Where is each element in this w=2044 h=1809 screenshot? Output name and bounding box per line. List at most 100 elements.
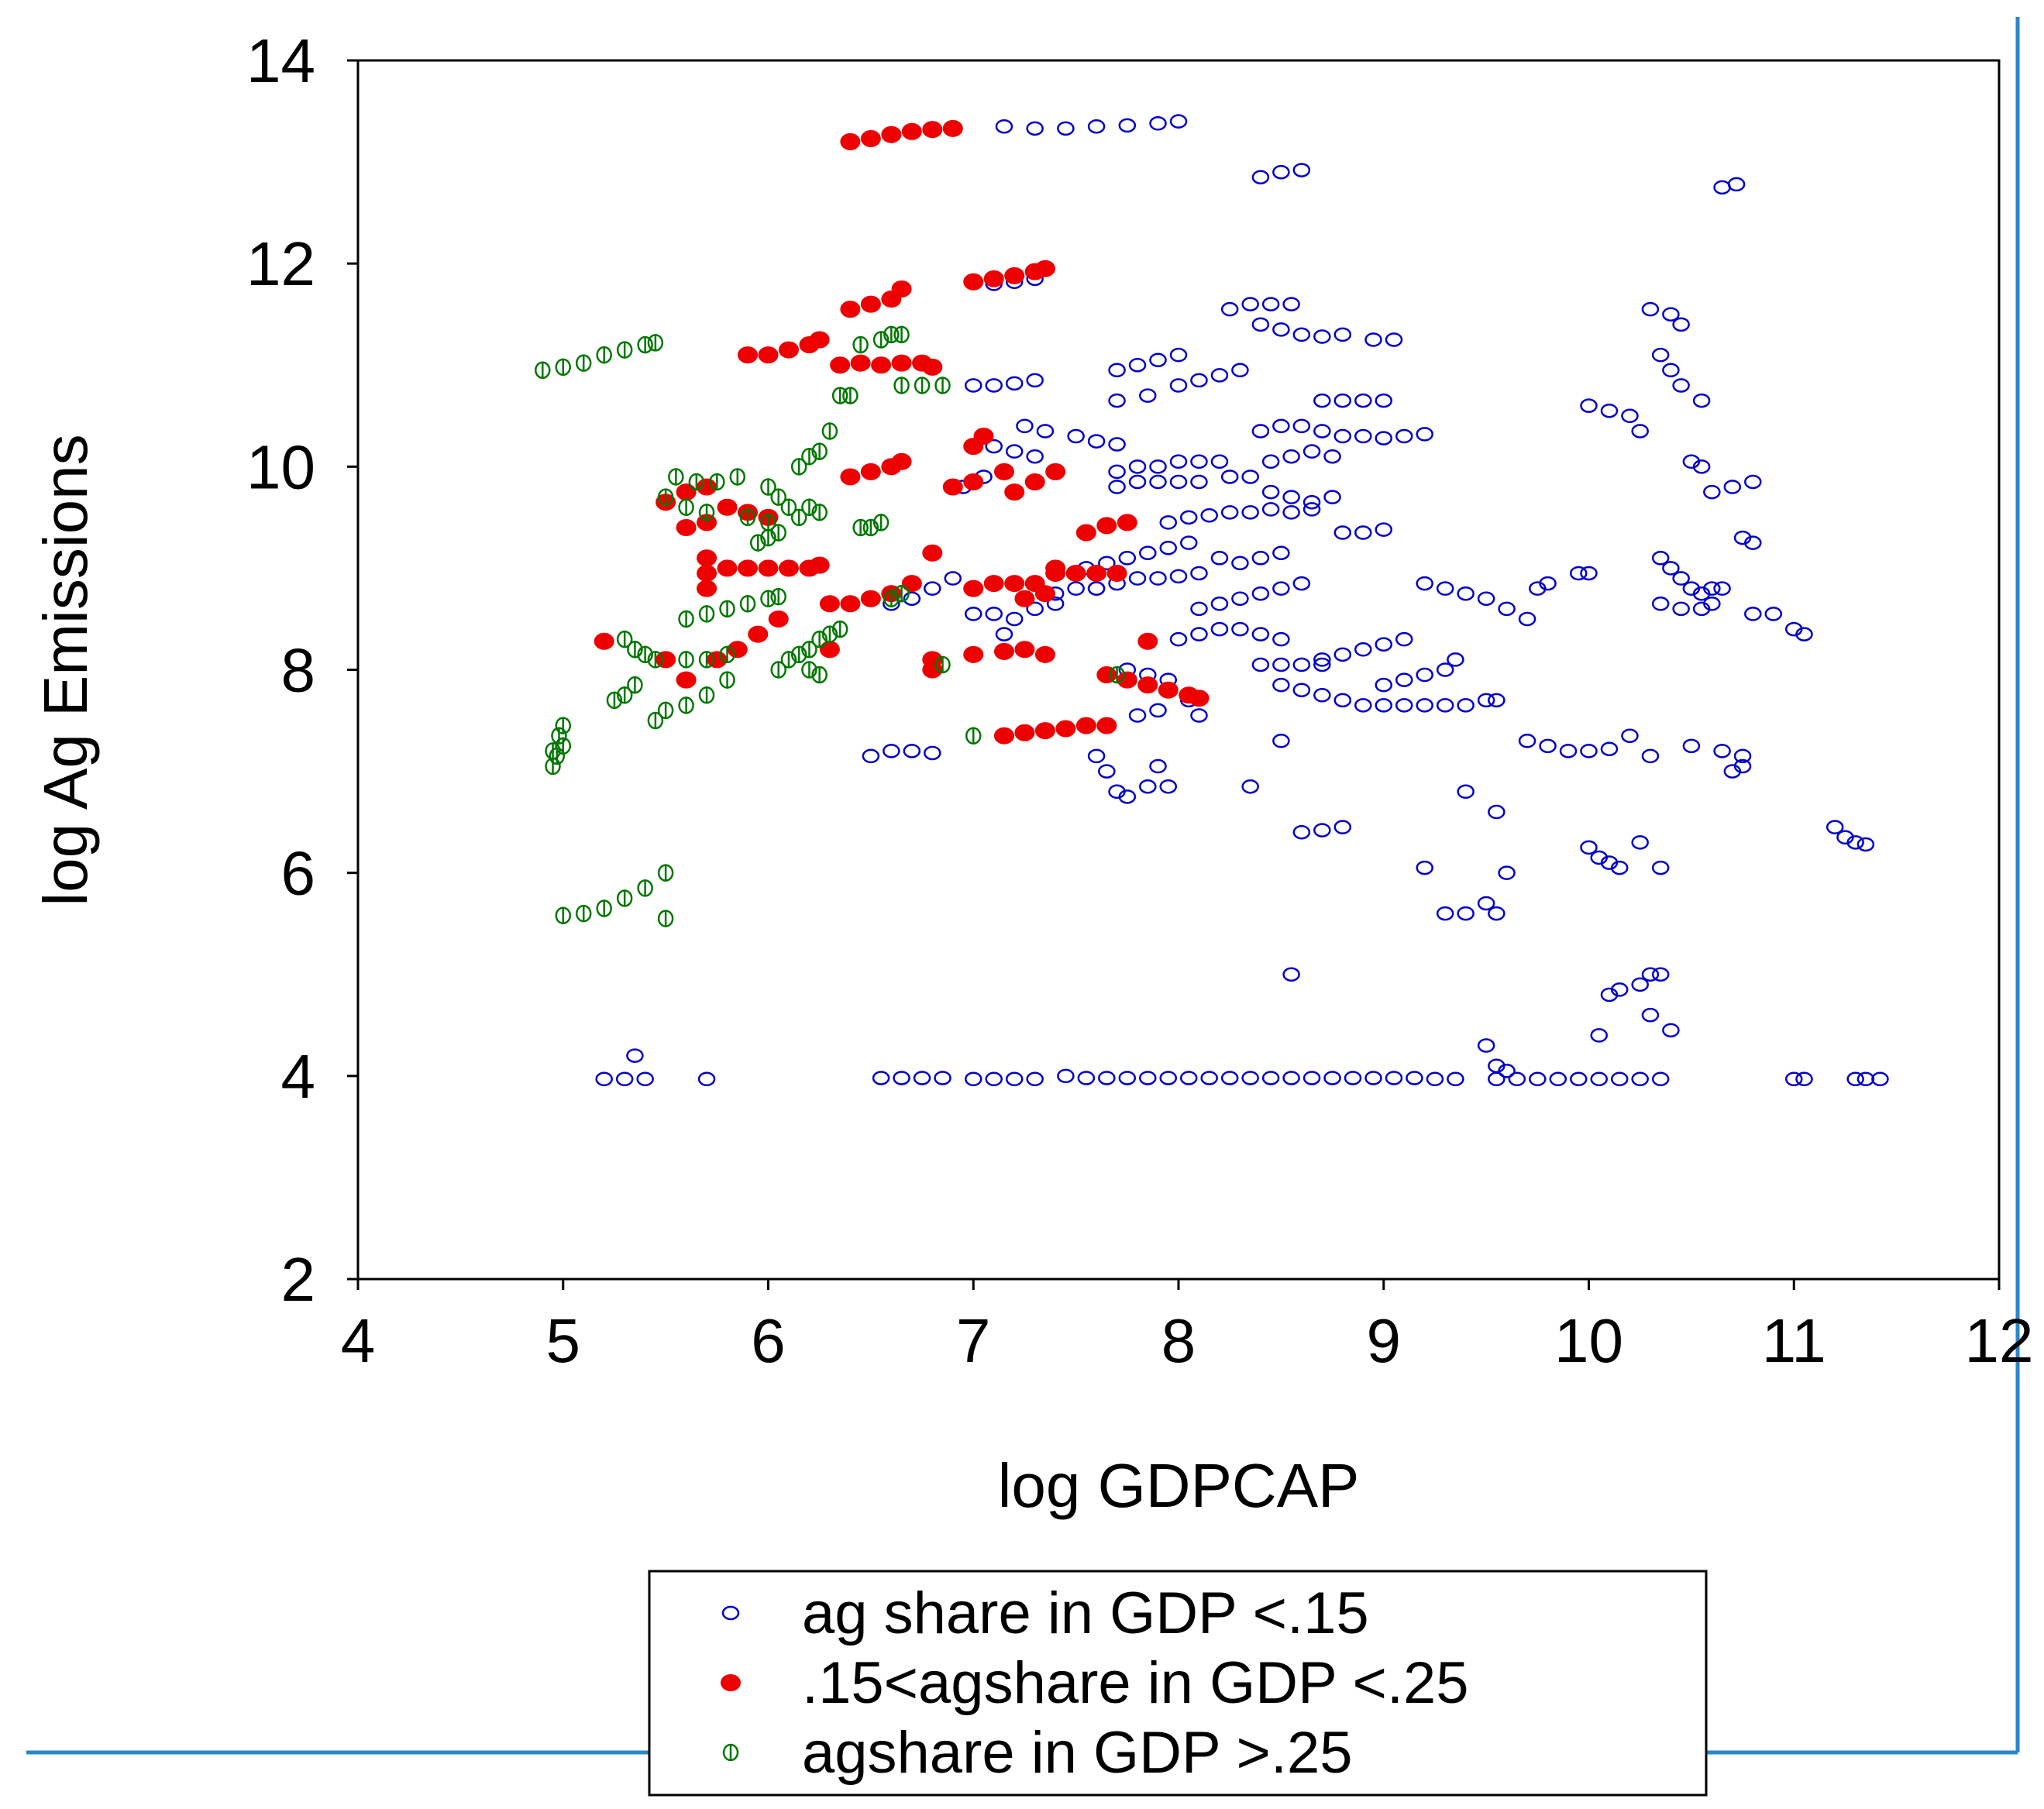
data-point (1498, 1064, 1516, 1078)
data-point (678, 610, 694, 628)
data-point (1272, 164, 1290, 180)
data-point (852, 335, 869, 354)
data-point (1651, 597, 1670, 611)
data-point (1672, 378, 1690, 393)
data-point (1034, 260, 1055, 277)
legend: ag share in GDP <.15.15<agshare in GDP <… (648, 1570, 1708, 1797)
data-point (1118, 789, 1137, 804)
data-point (1210, 454, 1229, 469)
data-point (1375, 393, 1392, 408)
data-point (1282, 1071, 1300, 1085)
data-point (1137, 632, 1158, 650)
data-point (1118, 118, 1137, 133)
data-point (1477, 896, 1495, 911)
data-point (1354, 428, 1372, 444)
data-point (616, 630, 633, 648)
x-tick-label: 10 (1554, 1306, 1623, 1375)
data-point (862, 748, 880, 764)
data-point (1600, 403, 1619, 418)
data-point (1190, 373, 1208, 388)
y-tick-label: 4 (281, 1042, 316, 1111)
data-point (1416, 667, 1433, 683)
data-point (1727, 177, 1746, 192)
data-point (1651, 1071, 1670, 1087)
data-point (647, 651, 664, 669)
data-point (616, 889, 633, 907)
data-point (1251, 586, 1270, 601)
data-point (1046, 597, 1065, 611)
data-point (1026, 373, 1044, 388)
data-point (1344, 1071, 1362, 1085)
data-point (780, 651, 797, 669)
data-point (811, 504, 828, 521)
x-axis-title: log GDPCAP (998, 1451, 1360, 1520)
data-point (1580, 840, 1598, 855)
data-point (1375, 637, 1392, 652)
data-point (1313, 657, 1331, 672)
data-point (1333, 393, 1352, 408)
data-point (1426, 1071, 1444, 1087)
data-point (1004, 483, 1025, 501)
data-point (1034, 722, 1055, 740)
legend-label: ag share in GDP <.15 (802, 1580, 1369, 1646)
data-point (1128, 474, 1147, 490)
data-point (993, 727, 1014, 745)
data-point (1580, 566, 1598, 581)
data-point (811, 665, 828, 684)
data-point (1395, 428, 1413, 444)
data-point (1159, 1071, 1178, 1085)
data-point (1117, 671, 1137, 689)
data-point (1241, 297, 1259, 311)
data-point (790, 645, 807, 664)
data-point (1057, 121, 1075, 136)
data-point (1672, 601, 1690, 617)
data-point (1323, 449, 1341, 464)
data-point (698, 686, 715, 704)
data-point (1457, 698, 1475, 713)
data-point (1190, 566, 1208, 581)
data-point (1169, 378, 1188, 393)
data-point (1282, 967, 1300, 982)
data-point (993, 642, 1014, 660)
data-point (1149, 353, 1167, 367)
data-point (883, 590, 900, 607)
data-point (760, 478, 776, 496)
data-point (637, 645, 653, 664)
data-point (1005, 444, 1024, 459)
data-point (1272, 581, 1290, 596)
data-point (1128, 459, 1147, 474)
data-point (1241, 779, 1259, 794)
data-point (1026, 601, 1044, 617)
data-point (717, 559, 738, 577)
data-point (985, 438, 1003, 454)
data-point (842, 387, 859, 404)
data-point (1075, 717, 1096, 734)
data-point (1477, 591, 1495, 606)
data-point (1436, 662, 1454, 677)
data-point (1190, 627, 1208, 641)
data-point (1651, 860, 1670, 875)
data-point (1313, 424, 1331, 438)
data-point (1139, 1071, 1157, 1085)
data-point (1395, 698, 1413, 713)
data-point (1703, 484, 1721, 500)
data-point (1282, 505, 1300, 520)
data-point (1672, 571, 1690, 586)
data-point (1231, 555, 1249, 571)
data-point (893, 1071, 910, 1085)
data-point (1580, 398, 1598, 413)
data-point (1251, 317, 1270, 332)
data-point (1641, 301, 1660, 317)
data-point (985, 378, 1003, 393)
data-point (1057, 1068, 1075, 1084)
data-point (1333, 693, 1352, 708)
data-point (555, 906, 571, 924)
x-tick-label: 5 (546, 1306, 581, 1375)
data-point (1210, 551, 1229, 566)
data-point (1026, 449, 1044, 464)
data-point (934, 377, 951, 394)
data-point (819, 641, 840, 659)
data-point (1108, 480, 1126, 494)
data-point (1005, 611, 1024, 627)
